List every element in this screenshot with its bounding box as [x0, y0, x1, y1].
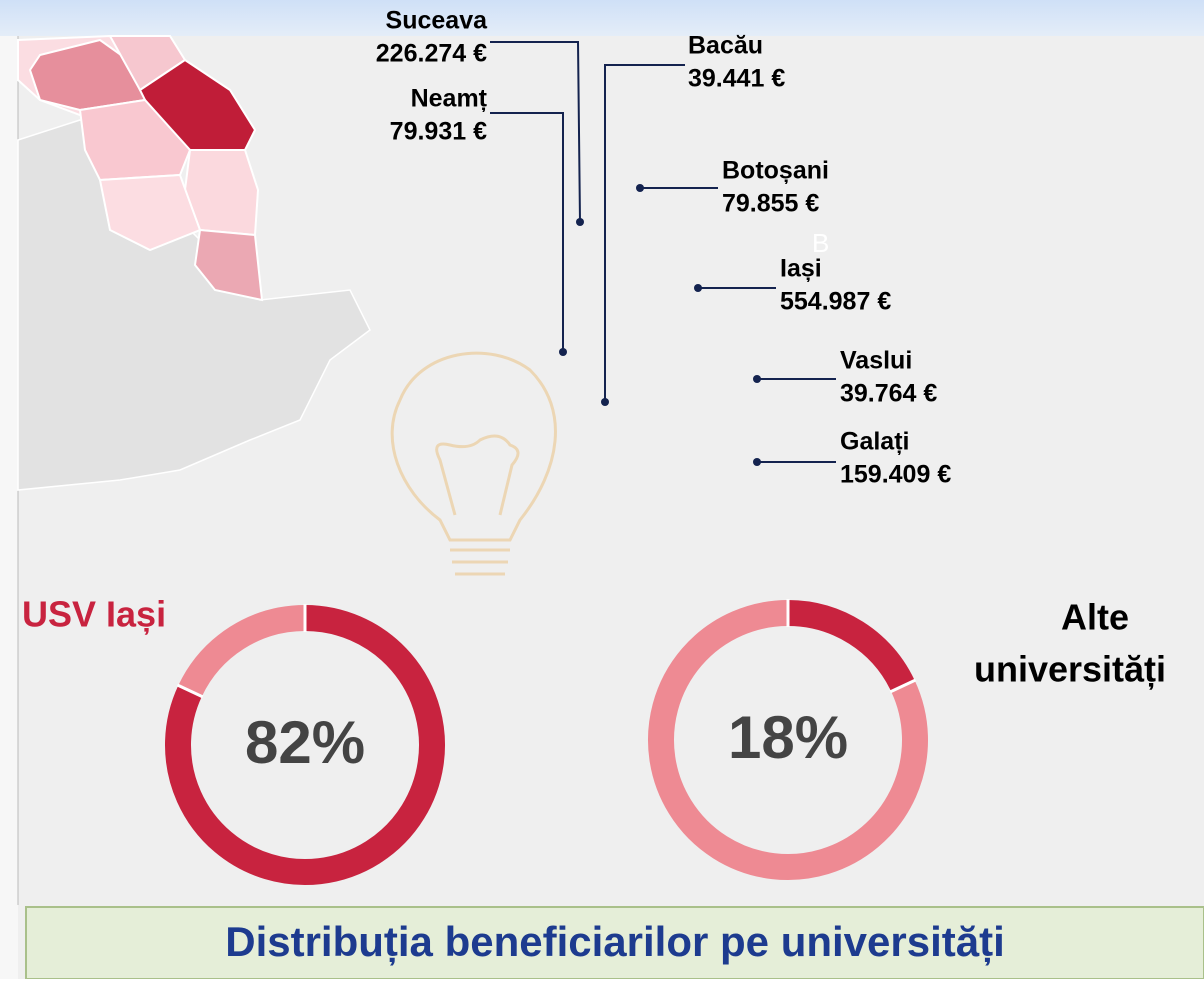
county-amount: 39.764 € — [840, 380, 937, 408]
footer-title: Distribuția beneficiarilor pe universită… — [225, 918, 1005, 966]
donut-separator — [176, 683, 204, 699]
map — [17, 34, 371, 491]
donut-rest — [178, 605, 306, 697]
county-name: Neamț — [411, 85, 488, 113]
county-name: Bacău — [688, 32, 763, 60]
stray-letter: B — [812, 228, 829, 258]
county-amount: 226.274 € — [376, 40, 487, 68]
top-band — [0, 0, 1204, 36]
donut-label: Alte — [1061, 597, 1129, 638]
county-name: Vaslui — [840, 347, 912, 375]
donut-label: universități — [974, 649, 1166, 691]
footer-box — [25, 906, 1204, 980]
donut-rest — [648, 600, 928, 880]
left-margin — [0, 36, 18, 979]
donut-separator — [889, 678, 917, 694]
county-amount: 159.409 € — [840, 461, 951, 489]
county-name: Botoșani — [722, 157, 829, 185]
county-amount: 39.441 € — [688, 65, 785, 93]
donut-share — [165, 605, 445, 885]
callout-lines — [490, 41, 836, 466]
county-amount: 79.855 € — [722, 190, 819, 218]
county-name: Galați — [840, 428, 909, 456]
county-amount: 554.987 € — [780, 288, 891, 316]
donut-value: 18% — [728, 704, 848, 771]
donut-value: 82% — [245, 709, 365, 776]
donut-label: USV Iași — [22, 594, 166, 635]
county-name: Iași — [780, 255, 822, 283]
county-name: Suceava — [386, 7, 489, 35]
donut-share — [787, 600, 915, 692]
county-amount: 79.931 € — [390, 118, 487, 146]
lightbulb — [390, 351, 557, 576]
